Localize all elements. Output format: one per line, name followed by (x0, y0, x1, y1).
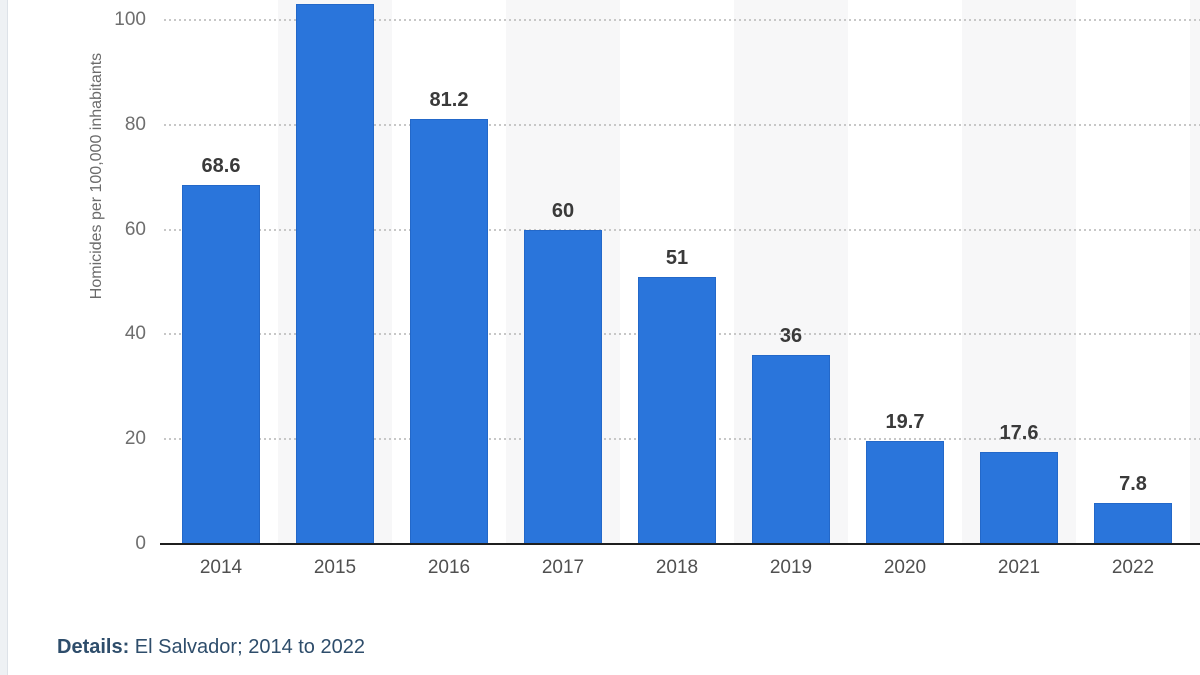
bar-value-label: 17.6 (999, 421, 1039, 444)
y-tick-0: 0 (135, 533, 146, 554)
bar-value-label: 7.8 (1119, 473, 1147, 496)
details-line: Details: El Salvador; 2014 to 2022 (57, 636, 365, 659)
y-tick-100: 100 (114, 9, 146, 30)
details-label: Details: (57, 636, 130, 658)
gridline-60 (164, 228, 1200, 231)
bar-2017[interactable] (524, 229, 602, 544)
bar-2020[interactable] (866, 440, 944, 544)
x-tick-2020: 2020 (883, 557, 927, 578)
bar-value-label: 81.2 (429, 88, 469, 111)
gridline-80 (164, 123, 1200, 126)
page-edge-strip (0, 0, 8, 675)
y-tick-20: 20 (124, 428, 146, 450)
bar-2015[interactable] (296, 4, 374, 544)
bar-value-label: 68.6 (201, 154, 241, 177)
bar-value-label: 19.7 (885, 410, 925, 433)
x-tick-2019: 2019 (769, 557, 813, 578)
bar-2016[interactable] (410, 118, 488, 544)
bar-2018[interactable] (638, 276, 716, 544)
details-value: El Salvador; 2014 to 2022 (129, 636, 365, 658)
x-tick-2014: 2014 (199, 557, 243, 578)
y-tick-40: 40 (124, 323, 146, 345)
x-tick-2017: 2017 (541, 557, 585, 578)
column-shade-band (1190, 0, 1200, 544)
bar-2022[interactable] (1094, 503, 1172, 544)
bar-2014[interactable] (182, 184, 260, 544)
x-tick-2021: 2021 (997, 557, 1041, 578)
bar-value-label: 51 (665, 246, 689, 269)
x-tick-2016: 2016 (427, 557, 471, 578)
y-tick-60: 60 (124, 218, 146, 240)
x-tick-2015: 2015 (313, 557, 357, 578)
bar-2021[interactable] (980, 451, 1058, 544)
y-tick-80: 80 (124, 113, 146, 135)
bar-2019[interactable] (752, 355, 830, 544)
bar-value-label: 60 (551, 199, 575, 222)
gridline-100 (164, 19, 1200, 21)
y-axis-title-text: Homicides per 100,000 inhabitants (88, 52, 105, 300)
x-axis-line (160, 543, 1200, 545)
x-tick-2022: 2022 (1111, 557, 1155, 578)
bar-value-label: 36 (779, 325, 803, 348)
plot-area: 68.6 81.2 60 51 36 19.7 17.6 7.8 (164, 0, 1200, 544)
x-tick-2018: 2018 (655, 557, 699, 578)
